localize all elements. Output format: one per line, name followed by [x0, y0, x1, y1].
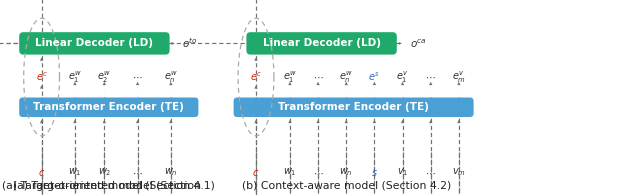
- Text: Linear Decoder (LD): Linear Decoder (LD): [35, 38, 154, 48]
- Text: $\cdots$: $\cdots$: [132, 72, 143, 82]
- Text: $\cdots$: $\cdots$: [132, 168, 143, 178]
- Text: $e^c$: $e^c$: [36, 71, 47, 83]
- FancyBboxPatch shape: [234, 98, 474, 117]
- Text: $w_1$: $w_1$: [68, 167, 82, 178]
- Text: $o^{to}$: $o^{to}$: [182, 37, 198, 50]
- Text: $o^{ca}$: $o^{ca}$: [410, 37, 426, 50]
- Text: $v_m$: $v_m$: [452, 167, 466, 178]
- Text: $e_n^w$: $e_n^w$: [339, 69, 353, 85]
- Text: $e^s$: $e^s$: [369, 71, 380, 83]
- Text: $w_1$: $w_1$: [283, 167, 297, 178]
- Text: $e_2^w$: $e_2^w$: [97, 69, 111, 85]
- Text: Linear Decoder (LD): Linear Decoder (LD): [262, 38, 381, 48]
- Text: (a) Target-oriented model (Section: (a) Target-oriented model (Section: [13, 181, 205, 191]
- FancyBboxPatch shape: [246, 32, 397, 55]
- Text: $e_1^v$: $e_1^v$: [396, 69, 409, 85]
- Text: $e^c$: $e^c$: [250, 71, 262, 83]
- Text: $c$: $c$: [38, 168, 45, 178]
- Text: Transformer Encoder (TE): Transformer Encoder (TE): [278, 102, 429, 112]
- Text: $\cdots$: $\cdots$: [426, 72, 436, 82]
- Text: $\cdots$: $\cdots$: [313, 168, 323, 178]
- Text: (b) Context-aware model (Section 4.2): (b) Context-aware model (Section 4.2): [243, 181, 451, 191]
- Text: $e_m^v$: $e_m^v$: [452, 69, 466, 85]
- Text: $\cdots$: $\cdots$: [426, 168, 436, 178]
- Text: (a) Target-oriented model (Section 4.1): (a) Target-oriented model (Section 4.1): [3, 181, 215, 191]
- FancyBboxPatch shape: [19, 32, 170, 55]
- Text: $s$: $s$: [371, 168, 378, 178]
- Text: $w_2$: $w_2$: [97, 167, 111, 178]
- Text: (a) Target-oriented model (Section ​4.1​): (a) Target-oriented model (Section ​4.1​…: [3, 181, 215, 191]
- Text: $e_n^w$: $e_n^w$: [164, 69, 178, 85]
- Text: $\cdots$: $\cdots$: [313, 72, 323, 82]
- Text: $v_1$: $v_1$: [397, 167, 408, 178]
- Text: $w_n$: $w_n$: [164, 167, 178, 178]
- Text: $e_1^w$: $e_1^w$: [68, 69, 82, 85]
- Text: $w_n$: $w_n$: [339, 167, 353, 178]
- Text: $e_1^w$: $e_1^w$: [283, 69, 297, 85]
- FancyBboxPatch shape: [19, 98, 198, 117]
- Text: $c$: $c$: [252, 168, 260, 178]
- Text: Transformer Encoder (TE): Transformer Encoder (TE): [33, 102, 184, 112]
- Text: (a) Target-oriented model (Section 4.1): (a) Target-oriented model (Section 4.1): [3, 181, 215, 191]
